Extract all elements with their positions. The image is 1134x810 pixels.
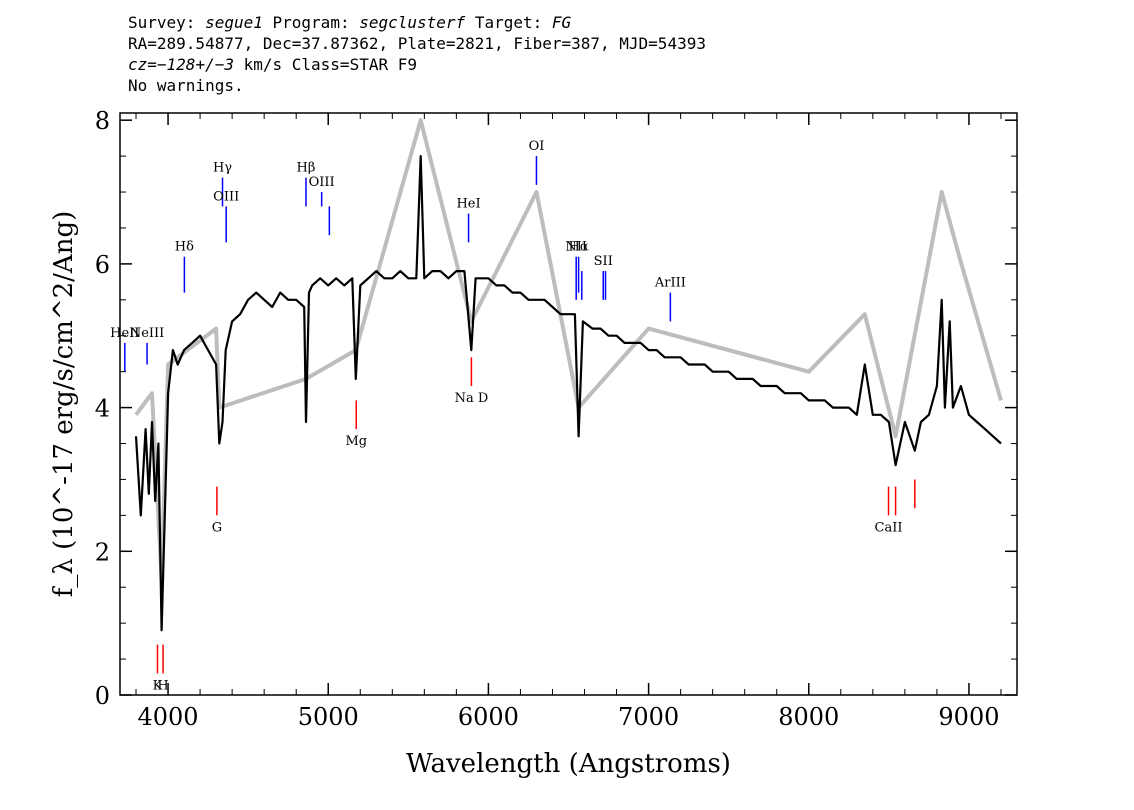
emission-line-label: OIII bbox=[213, 189, 239, 204]
x-tick-label: 8000 bbox=[778, 703, 839, 731]
absorption-line-label: CaII bbox=[875, 520, 903, 535]
absorption-line-label: H bbox=[157, 678, 168, 693]
target-value: FG bbox=[551, 13, 572, 32]
emission-line-label: Hβ bbox=[297, 161, 316, 176]
program-value: segclusterf bbox=[359, 13, 466, 32]
emission-line-label: Hδ bbox=[175, 240, 194, 255]
program-label: Program: bbox=[272, 13, 350, 32]
survey-value: segue1 bbox=[205, 13, 263, 32]
error-series bbox=[134, 118, 1003, 582]
y-tick-label: 2 bbox=[95, 538, 110, 566]
header-line-4: No warnings. bbox=[128, 76, 244, 95]
emission-line-label: Hγ bbox=[213, 161, 232, 176]
spectrum-header: Survey: segue1 Program: segclusterf Targ… bbox=[128, 12, 706, 96]
x-axis-title: Wavelength (Angstroms) bbox=[406, 749, 731, 779]
line-markers: HeIINeIIIHδHγOIIIHβOIIIHeIOINIIHαSIIArII… bbox=[110, 139, 916, 693]
y-tick-label: 0 bbox=[95, 682, 110, 710]
x-tick-label: 7000 bbox=[618, 703, 679, 731]
y-tick-label: 4 bbox=[95, 395, 110, 423]
axes: 4000 5000 6000 7000 8000 9000 0 2 4 6 8 bbox=[95, 107, 1017, 731]
emission-line-label: HeII bbox=[110, 326, 139, 341]
error-line bbox=[134, 118, 1003, 582]
header-line-1: Survey: segue1 Program: segclusterf Targ… bbox=[128, 12, 706, 33]
emission-line-label: OIII bbox=[309, 175, 335, 190]
x-tick-label: 9000 bbox=[938, 703, 999, 731]
plot-frame bbox=[119, 112, 1018, 696]
emission-line-label: NeIII bbox=[130, 326, 164, 341]
x-tick-label: 4000 bbox=[138, 703, 199, 731]
emission-line-label: NII bbox=[565, 240, 587, 255]
absorption-line-label: G bbox=[212, 520, 222, 535]
survey-label: Survey: bbox=[128, 13, 196, 32]
emission-line-label: Hα bbox=[569, 240, 589, 255]
flux-series bbox=[134, 155, 1002, 632]
cz-value: −128+/−3 bbox=[156, 55, 234, 74]
emission-line-label: OI bbox=[529, 139, 545, 154]
cz-label: cz= bbox=[128, 55, 157, 74]
y-axis-title: f_λ (10^-17 erg/s/cm^2/Ang) bbox=[49, 211, 79, 597]
target-label: Target: bbox=[474, 13, 543, 32]
emission-line-label: SII bbox=[594, 254, 613, 269]
absorption-line-label: Na D bbox=[455, 391, 489, 406]
absorption-line-label: K bbox=[153, 678, 163, 693]
y-tick-label: 8 bbox=[95, 107, 110, 135]
flux-line bbox=[134, 155, 1002, 632]
header-line-3: cz=−128+/−3 km/s Class=STAR F9 bbox=[128, 54, 706, 75]
x-tick-label: 6000 bbox=[458, 703, 519, 731]
absorption-line-label: Mg bbox=[345, 434, 367, 449]
y-tick-label: 6 bbox=[95, 251, 110, 279]
header-line-2: RA=289.54877, Dec=37.87362, Plate=2821, … bbox=[128, 34, 706, 53]
emission-line-label: ArIII bbox=[654, 276, 686, 291]
cz-rest: km/s Class=STAR F9 bbox=[233, 55, 417, 74]
emission-line-label: HeI bbox=[456, 197, 480, 212]
x-tick-label: 5000 bbox=[298, 703, 359, 731]
